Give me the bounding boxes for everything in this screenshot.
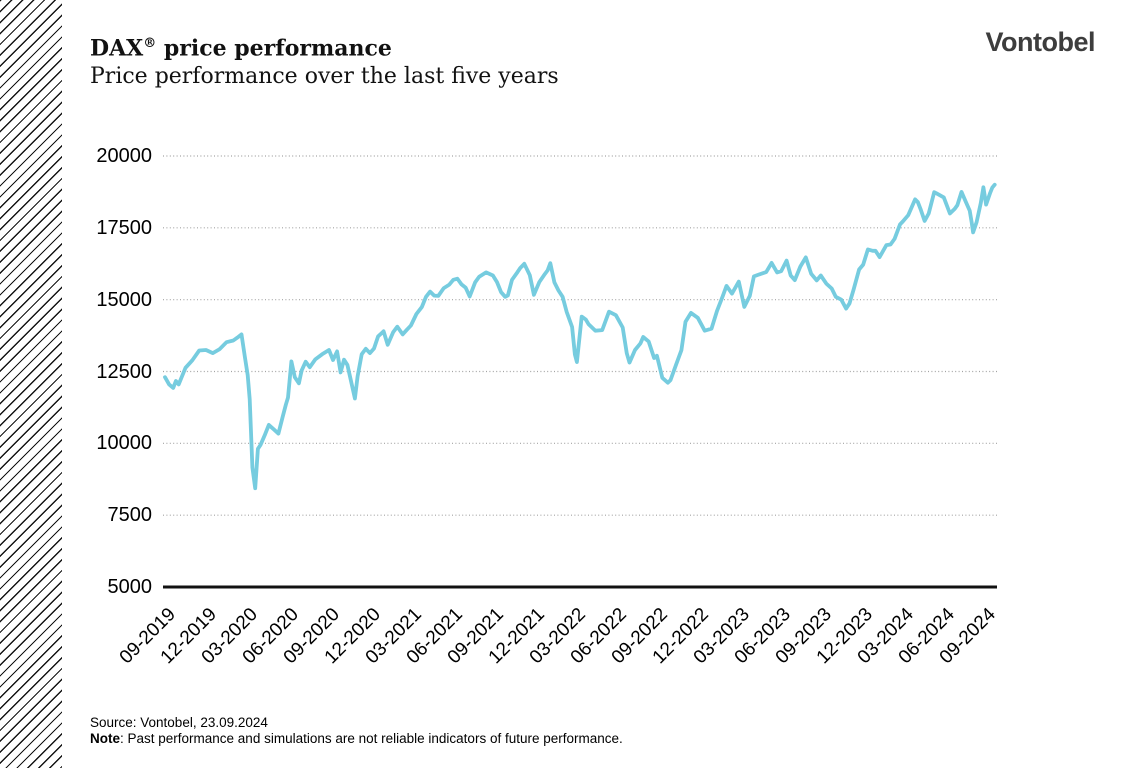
registered-trademark-symbol: ® <box>143 36 157 51</box>
y-tick-label-7500: 7500 <box>107 504 153 527</box>
y-tick-label-20000: 20000 <box>96 145 152 167</box>
chart-footnote: Source: Vontobel, 23.09.2024 Note: Past … <box>90 715 623 747</box>
note-label: Note <box>90 731 120 746</box>
y-tick-label-12500: 12500 <box>96 360 152 383</box>
title-text-rest: price performance <box>156 35 392 62</box>
page-title: DAX® price performance <box>90 30 559 62</box>
source-line: Source: Vontobel, 23.09.2024 <box>90 715 268 730</box>
vontobel-logo: Vontobel <box>985 27 1096 57</box>
title-text-main: DAX <box>90 35 144 62</box>
y-tick-label-17500: 17500 <box>96 216 152 239</box>
note-line: Note: Past performance and simulations a… <box>90 731 623 747</box>
note-text: : Past performance and simulations are n… <box>120 731 623 746</box>
y-tick-label-15000: 15000 <box>96 288 152 311</box>
diagonal-stripes-decoration <box>0 0 62 768</box>
page-subtitle: Price performance over the last five yea… <box>90 64 559 90</box>
dax-price-line <box>163 182 997 491</box>
chart-header: DAX® price performance Price performance… <box>90 30 559 92</box>
y-tick-label-10000: 10000 <box>96 432 152 455</box>
y-tick-label-5000: 5000 <box>107 576 153 598</box>
